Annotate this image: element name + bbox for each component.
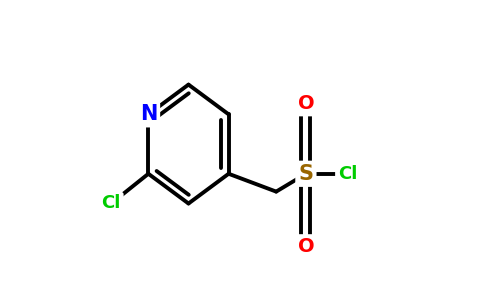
Text: O: O	[298, 94, 314, 113]
Text: N: N	[140, 104, 157, 124]
Text: Cl: Cl	[102, 194, 121, 212]
Text: S: S	[299, 164, 314, 184]
Text: Cl: Cl	[338, 165, 357, 183]
Text: O: O	[298, 237, 314, 256]
